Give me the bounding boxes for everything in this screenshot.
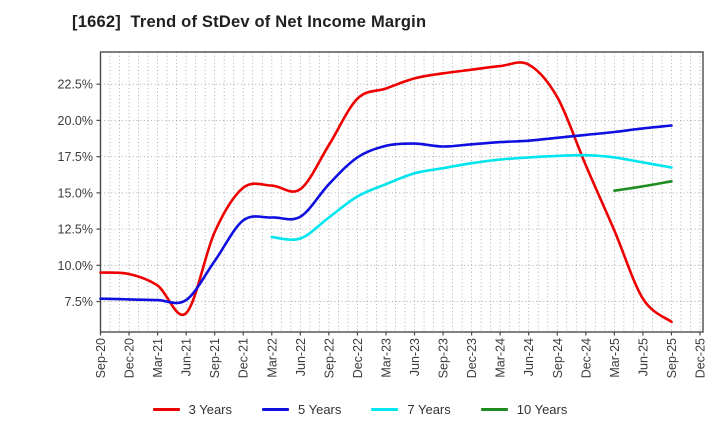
legend-swatch	[371, 408, 399, 411]
series-line-10-years	[613, 180, 673, 192]
x-tick-label: Dec-25	[694, 338, 708, 378]
plot-border	[99, 51, 704, 333]
legend-item-3-years: 3 Years	[152, 402, 232, 417]
legend-item-7-years: 7 Years	[371, 402, 451, 417]
legend-label: 7 Years	[407, 402, 451, 417]
legend-swatch	[152, 408, 180, 411]
legend-label: 5 Years	[298, 402, 342, 417]
x-tick-label: Mar-21	[151, 338, 165, 378]
legend-label: 10 Years	[516, 402, 568, 417]
gridlines	[100, 52, 703, 332]
x-tick-label: Dec-23	[465, 338, 479, 378]
x-tick-labels: Sep-20 Dec-20 Mar-21 Jun-21 Sep-21 Dec-21 Mar-…	[94, 338, 708, 378]
legend-label: 3 Years	[188, 402, 232, 417]
x-tick-label: Sep-21	[208, 338, 222, 378]
y-tick-label: 12.5%	[58, 223, 93, 237]
series-lines	[99, 61, 673, 324]
x-tick-label: Jun-24	[522, 338, 536, 376]
legend: 3 Years 5 Years 7 Years 10 Years	[0, 402, 720, 417]
x-tick-label: Dec-22	[351, 338, 365, 378]
legend-swatch	[262, 408, 289, 411]
x-tick-label: Jun-23	[408, 338, 422, 376]
y-tick-label: 17.5%	[58, 150, 93, 164]
x-tick-label: Dec-21	[237, 338, 251, 378]
y-tick-label: 15.0%	[58, 186, 93, 200]
legend-item-5-years: 5 Years	[262, 402, 341, 417]
y-tick-label: 22.5%	[58, 78, 93, 92]
x-tick-label: Sep-20	[94, 338, 108, 378]
x-tick-label: Sep-25	[665, 338, 679, 378]
x-tick-label: Jun-21	[180, 338, 194, 376]
x-tick-label: Dec-24	[579, 338, 593, 378]
chart-title: [1662] Trend of StDev of Net Income Marg…	[72, 13, 427, 31]
x-tick-label: Jun-25	[636, 338, 650, 376]
y-tick-label: 7.5%	[65, 295, 94, 309]
x-tick-label: Mar-25	[608, 338, 622, 378]
x-tick-label: Jun-22	[294, 338, 308, 376]
y-tick-labels: 7.5% 10.0% 12.5% 15.0% 17.5% 20.0% 22.5%	[58, 78, 93, 309]
x-tick-label: Sep-24	[551, 338, 565, 378]
series-line-7-years	[270, 153, 673, 242]
x-tick-label: Mar-22	[265, 338, 279, 378]
legend-item-10-years: 10 Years	[480, 402, 568, 417]
x-tick-label: Sep-22	[322, 338, 336, 378]
axes-frame	[96, 51, 704, 336]
x-tick-label: Mar-24	[494, 338, 508, 378]
legend-swatch	[480, 408, 508, 411]
y-tick-label: 10.0%	[58, 259, 93, 273]
y-tick-label: 20.0%	[58, 114, 93, 128]
x-tick-label: Mar-23	[379, 338, 393, 378]
x-tick-label: Dec-20	[123, 338, 137, 378]
x-tick-label: Sep-23	[437, 338, 451, 378]
series-line-5-years	[99, 124, 673, 305]
